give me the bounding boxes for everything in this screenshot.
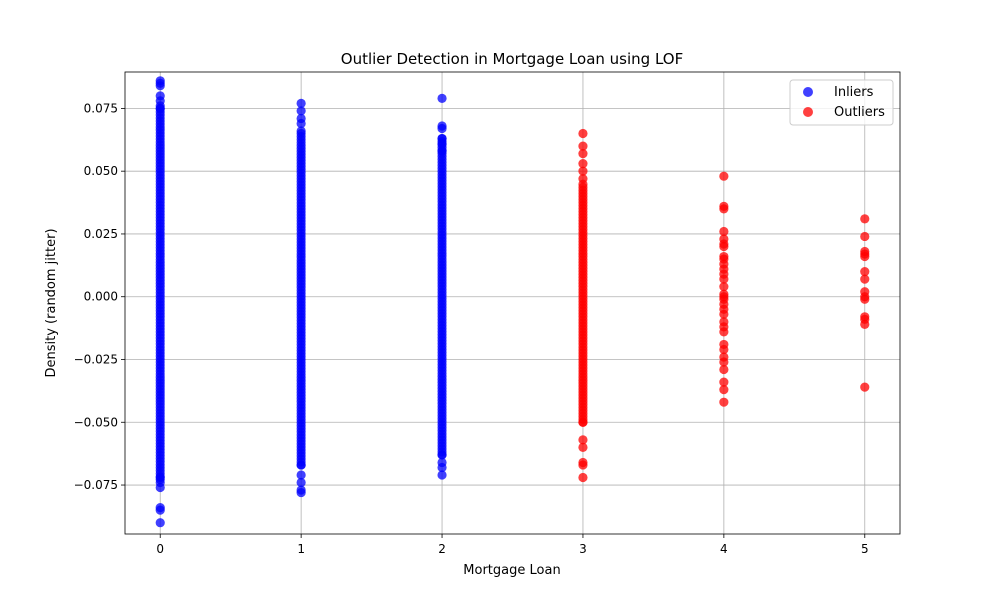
data-point (719, 226, 729, 237)
data-point (578, 417, 588, 427)
y-tick-label: 0.025 (84, 227, 118, 241)
plot-frame (124, 71, 901, 535)
data-point (719, 282, 729, 292)
data-point (719, 309, 729, 319)
data-point (296, 118, 306, 129)
data-point (296, 106, 306, 116)
data-point (860, 274, 870, 284)
data-point (437, 470, 447, 480)
y-tick-label: 0.050 (84, 164, 118, 178)
data-point (437, 450, 447, 460)
data-point (578, 442, 588, 452)
data-point (578, 472, 588, 483)
x-tick-label: 2 (438, 542, 446, 556)
y-tick-label: −0.075 (74, 478, 118, 492)
legend-box (789, 79, 894, 126)
data-point (860, 294, 870, 304)
data-point (155, 81, 165, 91)
data-point (860, 231, 870, 242)
data-point (296, 98, 306, 108)
y-tick-label: 0.000 (84, 290, 118, 304)
data-point (719, 385, 729, 395)
data-point (296, 487, 306, 498)
data-point (860, 319, 870, 329)
data-point (578, 159, 588, 169)
data-point (437, 123, 447, 134)
data-point (578, 166, 588, 176)
data-point (155, 482, 165, 493)
data-point (719, 377, 729, 387)
x-tick-label: 0 (156, 542, 164, 556)
data-point (860, 251, 870, 262)
x-tick-label: 1 (297, 542, 305, 556)
data-points (155, 76, 870, 528)
data-point (719, 274, 729, 284)
data-point (719, 171, 729, 181)
legend: Inliers Outliers (789, 79, 894, 126)
data-point (719, 397, 729, 407)
data-point (719, 357, 729, 367)
data-point (437, 93, 447, 103)
y-axis-label: Density (random jitter) (44, 228, 59, 377)
x-tick-label: 4 (720, 542, 728, 556)
data-point (860, 214, 870, 224)
data-point (719, 241, 729, 252)
data-point (155, 505, 165, 515)
chart-title: Outlier Detection in Mortgage Loan using… (341, 50, 683, 68)
data-point (296, 460, 306, 470)
data-point (437, 146, 447, 156)
data-point (437, 138, 447, 149)
data-point (578, 149, 588, 159)
data-point (860, 267, 870, 277)
data-point (719, 364, 729, 375)
data-point (155, 96, 165, 106)
x-axis-ticks: 0 1 2 3 4 5 (156, 534, 869, 556)
data-point (578, 174, 588, 184)
data-point (437, 462, 447, 473)
data-point (155, 518, 165, 528)
data-point (860, 382, 870, 392)
data-point (578, 435, 588, 445)
data-point (578, 460, 588, 470)
y-axis-ticks: −0.075 −0.050 −0.025 0.000 0.025 0.050 0.075 (74, 101, 125, 492)
series-outliers (578, 128, 870, 483)
data-point (578, 128, 588, 139)
y-tick-label: 0.075 (84, 101, 118, 115)
data-point (155, 472, 165, 483)
x-tick-label: 5 (861, 542, 869, 556)
y-tick-label: −0.025 (74, 352, 118, 366)
data-point (296, 477, 306, 488)
legend-label-inliers: Inliers (834, 85, 874, 100)
data-point (296, 470, 306, 480)
legend-label-outliers: Outliers (834, 105, 885, 120)
data-point (719, 344, 729, 355)
data-point (719, 204, 729, 214)
data-point (296, 126, 306, 136)
legend-marker-inliers (803, 87, 813, 97)
data-point (578, 141, 588, 151)
legend-marker-outliers (803, 107, 813, 117)
data-point (155, 103, 165, 114)
data-point (719, 327, 729, 337)
y-tick-label: −0.050 (74, 415, 118, 429)
x-tick-label: 3 (579, 542, 587, 556)
series-inliers (155, 76, 447, 528)
x-axis-label: Mortgage Loan (463, 563, 560, 578)
